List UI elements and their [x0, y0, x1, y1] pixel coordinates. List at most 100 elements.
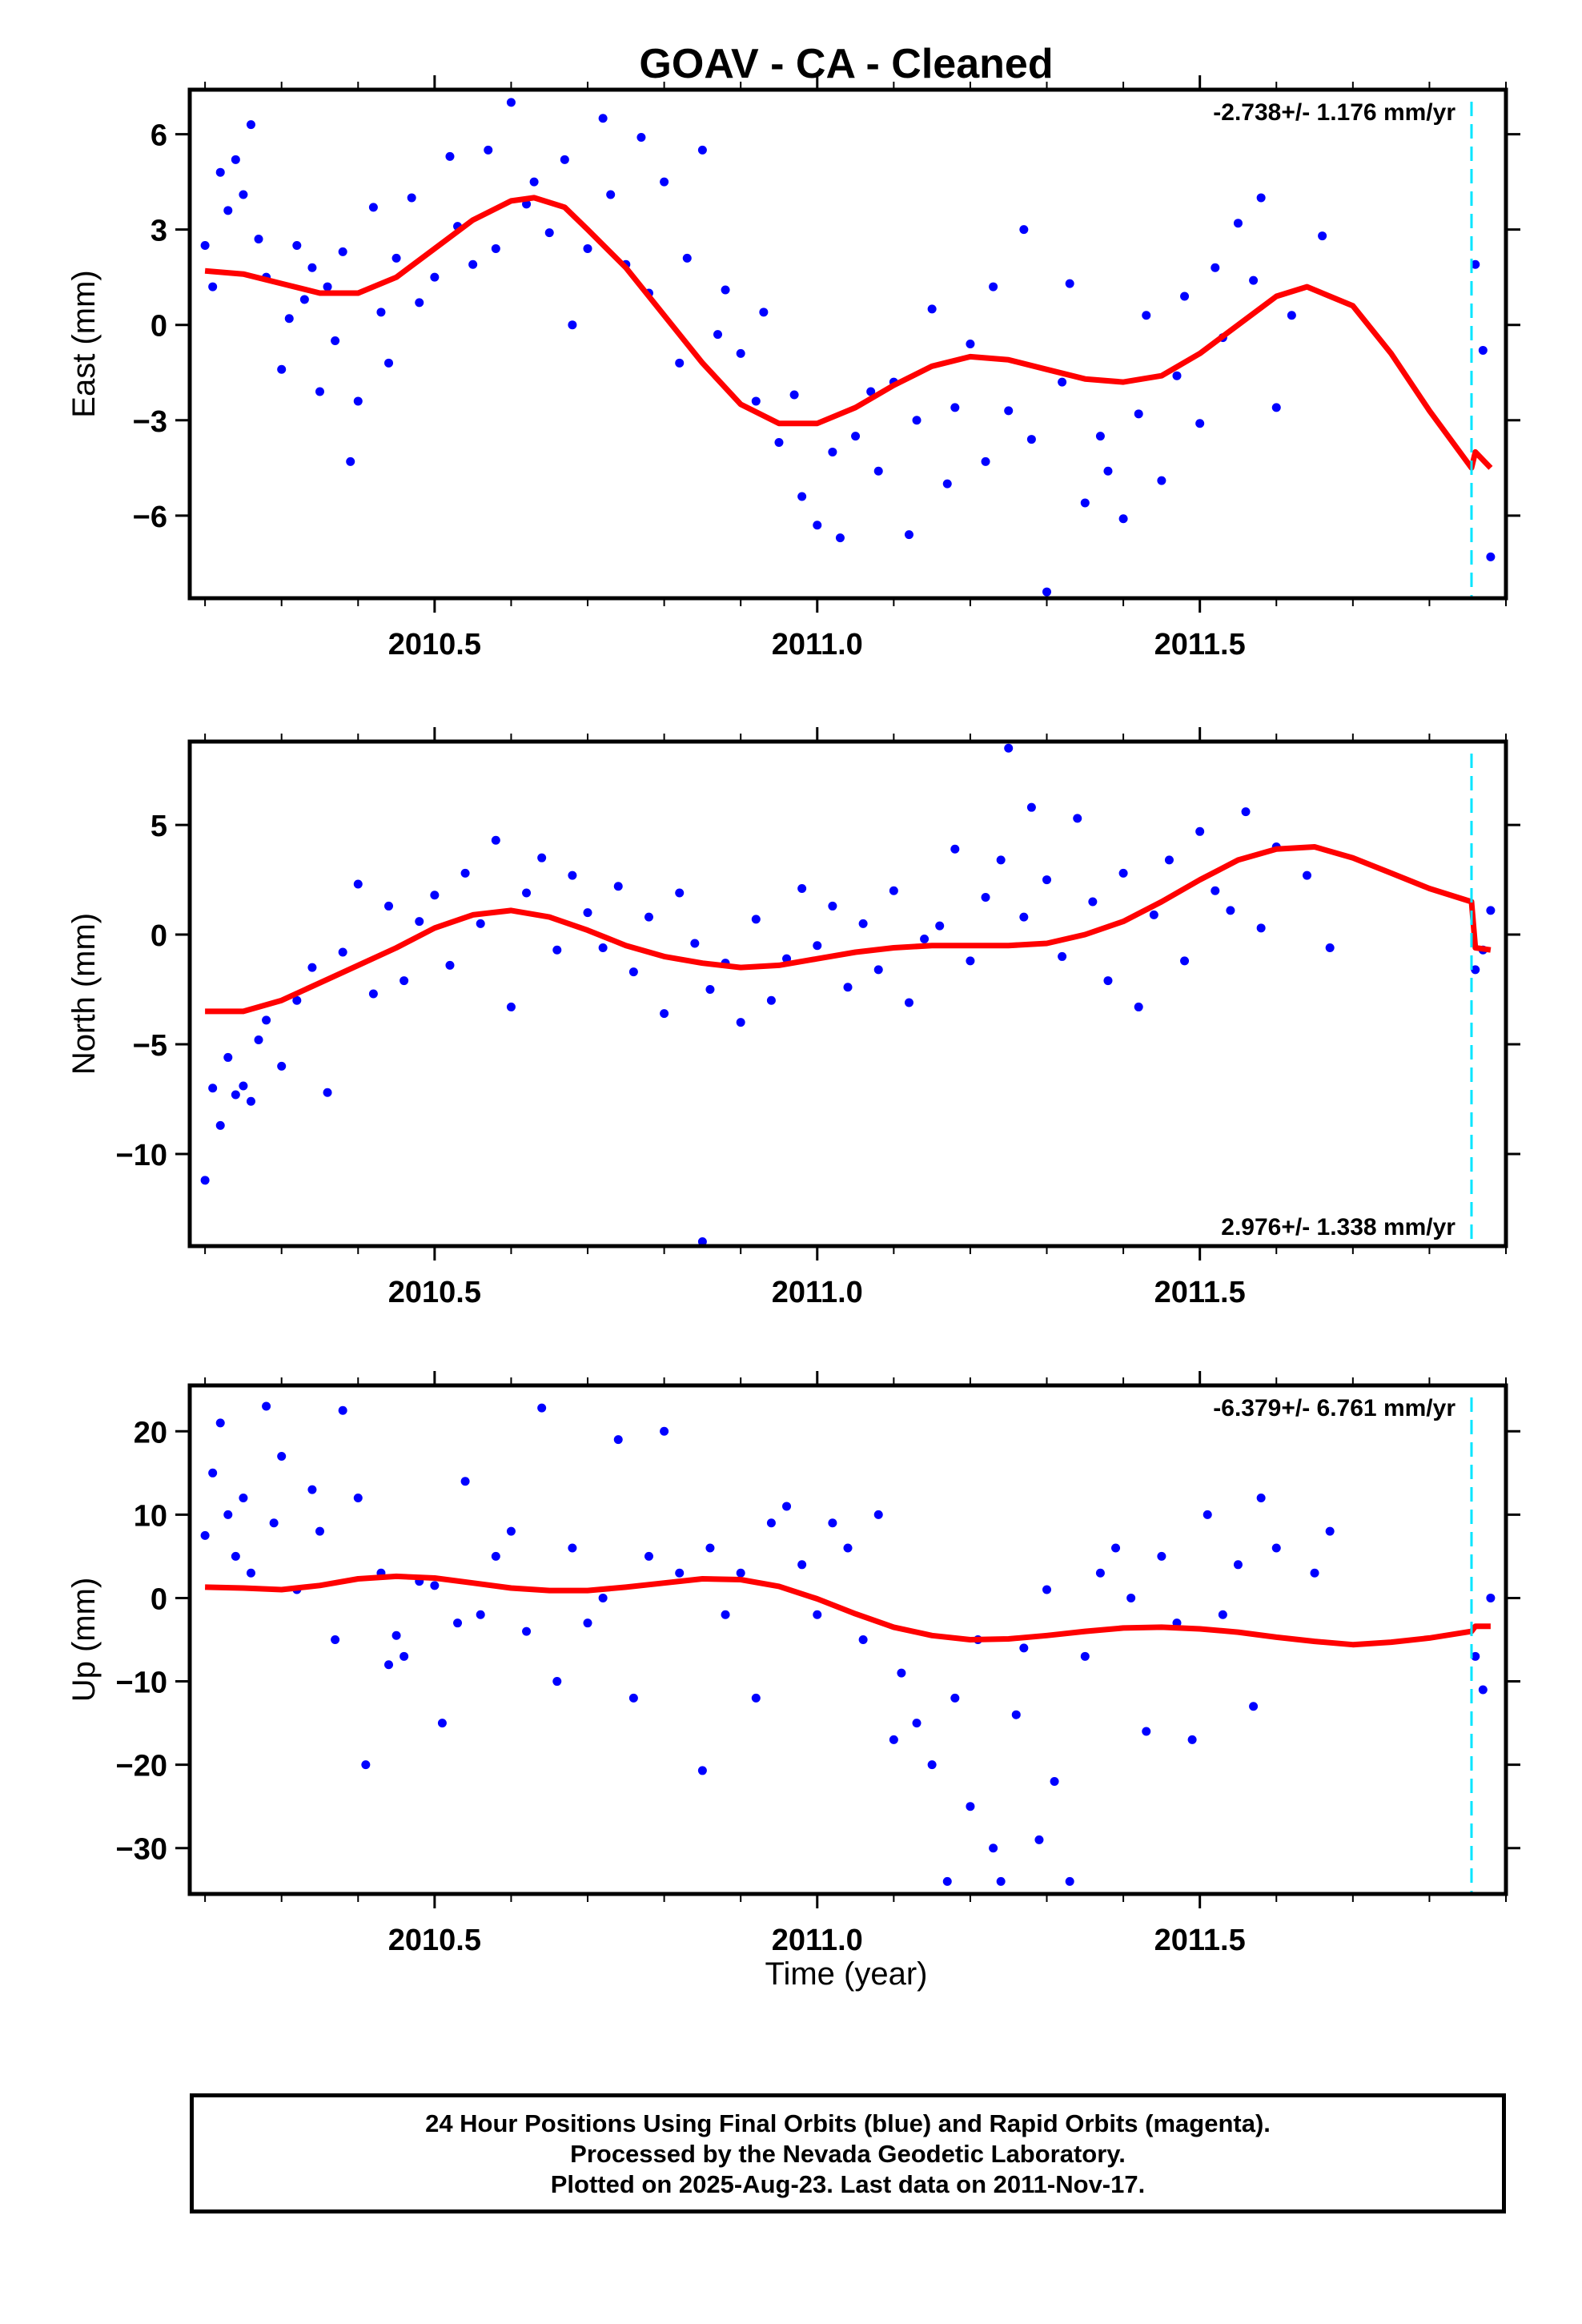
data-point — [376, 308, 386, 317]
data-point — [491, 1551, 500, 1561]
data-point — [246, 1096, 255, 1106]
data-point — [774, 438, 784, 448]
data-point — [269, 1518, 279, 1528]
data-point — [407, 193, 416, 203]
data-point — [223, 1510, 233, 1519]
x-tick-label: 2010.5 — [388, 628, 481, 661]
data-point — [766, 995, 776, 1005]
data-point — [307, 263, 317, 272]
data-point — [644, 912, 653, 922]
panels: 2010.5 2011.0 2011.5 6 3 0 −3 −6 East (mm) -2.738… — [66, 75, 1520, 1957]
data-point — [1080, 498, 1090, 508]
data-point — [522, 1626, 532, 1636]
model-fit-line — [205, 1573, 1491, 1648]
data-point — [353, 879, 363, 889]
data-point — [491, 835, 500, 845]
data-point — [506, 1002, 516, 1011]
data-point — [660, 1426, 669, 1436]
data-point — [331, 1635, 340, 1644]
data-point — [552, 1677, 562, 1687]
velocity-rate-label: -2.738+/- 1.176 mm/yr — [1213, 99, 1456, 126]
y-tick-label: −3 — [133, 405, 167, 439]
data-point — [751, 396, 761, 406]
data-point — [989, 1844, 998, 1853]
data-point — [660, 1009, 669, 1019]
data-point — [506, 1526, 516, 1536]
data-point — [1164, 855, 1174, 865]
data-point — [231, 1551, 240, 1561]
y-tick-label: 0 — [151, 1582, 167, 1616]
data-point — [262, 1401, 271, 1411]
data-point — [445, 151, 455, 161]
data-point — [391, 253, 401, 263]
data-point — [736, 1018, 745, 1027]
data-point — [460, 868, 470, 878]
data-point — [912, 1719, 921, 1728]
data-point — [966, 956, 975, 966]
data-point — [544, 228, 554, 238]
data-point — [1149, 910, 1158, 919]
data-point — [223, 1052, 233, 1062]
data-point — [813, 1610, 822, 1619]
data-point — [1088, 897, 1098, 907]
y-tick-label: −5 — [133, 1029, 167, 1063]
data-point — [537, 853, 547, 862]
data-point — [215, 1418, 225, 1428]
data-point — [529, 177, 539, 187]
data-point — [292, 240, 302, 250]
data-point — [583, 1618, 592, 1628]
data-point — [215, 1120, 225, 1130]
data-point — [897, 1668, 906, 1678]
data-point — [675, 888, 685, 898]
data-point — [445, 960, 455, 970]
data-point — [246, 1568, 255, 1578]
data-point — [966, 340, 975, 348]
data-point — [873, 965, 883, 975]
data-point — [1256, 923, 1266, 933]
data-point — [208, 1468, 218, 1478]
data-point — [1019, 912, 1029, 922]
data-point — [1004, 406, 1014, 416]
data-point — [1134, 409, 1143, 419]
data-point — [636, 133, 646, 143]
x-tick-label: 2011.5 — [1154, 1924, 1246, 1957]
data-point — [797, 492, 807, 501]
data-point — [1157, 476, 1166, 485]
data-point — [277, 364, 287, 374]
data-point — [353, 396, 363, 406]
data-point — [950, 844, 960, 854]
data-point — [1471, 1651, 1480, 1661]
data-point — [1287, 311, 1296, 320]
east-panel: 2010.5 2011.0 2011.5 6 3 0 −3 −6 East (mm) -2.738… — [66, 75, 1520, 661]
data-point — [215, 167, 225, 177]
data-point — [1249, 1702, 1259, 1711]
data-point — [828, 447, 837, 456]
data-point — [1118, 868, 1128, 878]
data-point — [1058, 951, 1067, 961]
data-point — [721, 285, 730, 295]
data-point — [644, 1551, 653, 1561]
data-point — [391, 1630, 401, 1640]
data-point — [277, 1061, 287, 1071]
data-point — [1486, 1593, 1496, 1602]
data-point — [1095, 1568, 1105, 1578]
model-fit-line — [205, 844, 1492, 1015]
data-point — [239, 190, 248, 199]
data-point — [307, 963, 317, 972]
data-point — [430, 891, 440, 900]
data-point — [476, 1610, 485, 1619]
y-tick-label: −10 — [116, 1139, 167, 1172]
data-point — [598, 1593, 608, 1602]
footer-line-3: Plotted on 2025-Aug-23. Last data on 201… — [550, 2170, 1146, 2198]
data-point — [966, 1802, 975, 1811]
data-point — [384, 901, 394, 911]
data-point — [430, 1581, 440, 1590]
data-point — [942, 1876, 952, 1886]
data-point — [1180, 956, 1190, 966]
data-point — [292, 995, 302, 1005]
data-point — [1195, 826, 1205, 836]
y-axis-label: North (mm) — [66, 913, 102, 1075]
data-point — [1203, 1510, 1212, 1519]
data-point — [1118, 514, 1128, 524]
data-point — [384, 1660, 394, 1670]
